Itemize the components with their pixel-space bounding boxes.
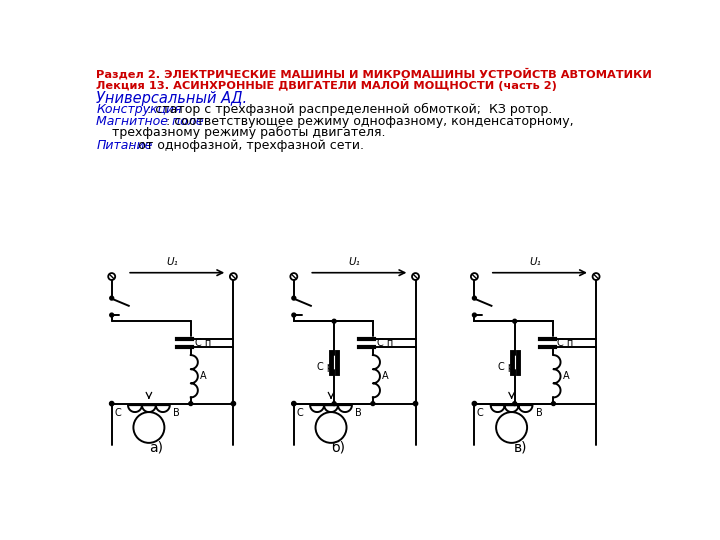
Text: C: C <box>114 408 121 418</box>
Text: C п: C п <box>194 338 211 348</box>
Text: B: B <box>355 408 362 418</box>
Text: C: C <box>296 408 303 418</box>
Circle shape <box>413 401 418 406</box>
Circle shape <box>292 313 296 317</box>
Text: B: B <box>173 408 180 418</box>
Text: U₁: U₁ <box>348 258 361 267</box>
Text: C п: C п <box>557 338 574 348</box>
Circle shape <box>231 401 235 406</box>
Text: C п: C п <box>377 338 393 348</box>
Circle shape <box>332 402 336 406</box>
Circle shape <box>109 401 114 406</box>
Text: A: A <box>200 372 207 381</box>
Text: а): а) <box>149 441 163 455</box>
Text: Лекция 13. АСИНХРОННЫЕ ДВИГАТЕЛИ МАЛОЙ МОЩНОСТИ (часть 2): Лекция 13. АСИНХРОННЫЕ ДВИГАТЕЛИ МАЛОЙ М… <box>96 79 557 91</box>
Text: : статор с трехфазной распределенной обмоткой;  КЗ ротор.: : статор с трехфазной распределенной обм… <box>147 103 552 117</box>
Text: B: B <box>536 408 542 418</box>
Text: : от однофазной, трехфазной сети.: : от однофазной, трехфазной сети. <box>130 139 364 152</box>
Circle shape <box>371 402 375 406</box>
Circle shape <box>109 313 114 317</box>
Circle shape <box>332 319 336 323</box>
Text: Питание: Питание <box>96 139 153 152</box>
Text: A: A <box>563 372 570 381</box>
Circle shape <box>472 401 477 406</box>
Text: : соответствующее режиму однофазному, конденсаторному,: : соответствующее режиму однофазному, ко… <box>166 115 574 128</box>
Text: U₁: U₁ <box>166 258 179 267</box>
Circle shape <box>189 402 193 406</box>
Text: C: C <box>477 408 483 418</box>
Text: C р: C р <box>498 362 514 372</box>
Circle shape <box>109 296 114 300</box>
Text: в): в) <box>513 441 527 455</box>
Text: Конструкция: Конструкция <box>96 103 182 116</box>
Text: трехфазному режиму работы двигателя.: трехфазному режиму работы двигателя. <box>96 126 386 139</box>
Text: C р: C р <box>317 362 333 372</box>
Circle shape <box>513 402 517 406</box>
Circle shape <box>472 313 477 317</box>
Text: Универсальный АД.: Универсальный АД. <box>96 91 248 106</box>
Circle shape <box>472 296 477 300</box>
Text: Магнитное поле: Магнитное поле <box>96 115 204 128</box>
Text: U₁: U₁ <box>529 258 541 267</box>
Circle shape <box>292 296 296 300</box>
Circle shape <box>513 319 517 323</box>
Text: б): б) <box>331 441 345 455</box>
Circle shape <box>292 401 296 406</box>
Text: A: A <box>382 372 389 381</box>
Text: Раздел 2. ЭЛЕКТРИЧЕСКИЕ МАШИНЫ И МИКРОМАШИНЫ УСТРОЙСТВ АВТОМАТИКИ: Раздел 2. ЭЛЕКТРИЧЕСКИЕ МАШИНЫ И МИКРОМА… <box>96 68 652 79</box>
Circle shape <box>552 402 555 406</box>
